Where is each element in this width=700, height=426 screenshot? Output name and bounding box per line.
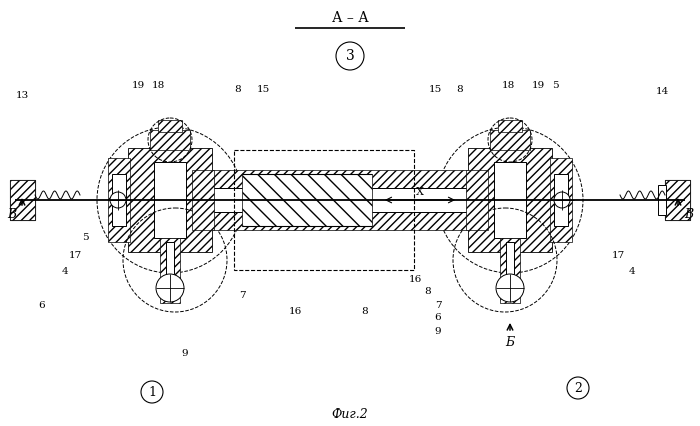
Text: 9: 9 bbox=[435, 326, 441, 336]
Text: B: B bbox=[8, 208, 17, 222]
Text: 14: 14 bbox=[655, 87, 668, 97]
Text: А – А: А – А bbox=[332, 11, 368, 25]
Bar bbox=[234, 150, 414, 270]
Bar bbox=[506, 242, 514, 299]
Text: X: X bbox=[416, 187, 424, 197]
Bar bbox=[500, 238, 520, 303]
Bar bbox=[466, 170, 488, 230]
Bar bbox=[658, 185, 666, 215]
Text: 8: 8 bbox=[425, 288, 431, 296]
Bar bbox=[112, 174, 126, 226]
Text: Фиг.2: Фиг.2 bbox=[332, 409, 368, 421]
Text: 1: 1 bbox=[148, 386, 156, 398]
Circle shape bbox=[496, 274, 524, 302]
Text: 8: 8 bbox=[456, 86, 463, 95]
Bar bbox=[166, 242, 174, 299]
Bar bbox=[242, 174, 372, 226]
Text: 3: 3 bbox=[346, 49, 354, 63]
Bar bbox=[494, 162, 526, 238]
Text: 19: 19 bbox=[132, 81, 145, 89]
Bar bbox=[554, 174, 568, 226]
Bar bbox=[128, 148, 212, 252]
Bar bbox=[212, 188, 468, 212]
Text: 8: 8 bbox=[234, 86, 241, 95]
Text: 7: 7 bbox=[435, 300, 441, 310]
Bar bbox=[192, 170, 214, 230]
Bar bbox=[550, 158, 572, 242]
Bar bbox=[154, 162, 186, 238]
Text: 4: 4 bbox=[629, 268, 636, 276]
Text: Б: Б bbox=[505, 337, 514, 349]
Text: 5: 5 bbox=[82, 233, 88, 242]
Text: 8: 8 bbox=[362, 308, 368, 317]
Bar bbox=[665, 180, 690, 220]
Circle shape bbox=[554, 192, 570, 208]
Bar bbox=[158, 120, 182, 132]
Bar bbox=[212, 212, 468, 230]
Text: B: B bbox=[685, 208, 694, 222]
Bar bbox=[10, 180, 35, 220]
Bar bbox=[150, 130, 190, 150]
Text: 7: 7 bbox=[239, 291, 245, 299]
Text: 18: 18 bbox=[151, 81, 164, 89]
Bar bbox=[212, 170, 468, 188]
Text: 17: 17 bbox=[69, 250, 82, 259]
Text: 15: 15 bbox=[428, 86, 442, 95]
Text: 19: 19 bbox=[531, 81, 545, 89]
Circle shape bbox=[110, 192, 126, 208]
Text: 16: 16 bbox=[288, 308, 302, 317]
Text: 6: 6 bbox=[435, 314, 441, 322]
Text: 17: 17 bbox=[611, 250, 624, 259]
Text: 5: 5 bbox=[552, 81, 559, 89]
Bar bbox=[468, 148, 552, 252]
Text: 6: 6 bbox=[38, 300, 46, 310]
Text: 4: 4 bbox=[62, 268, 69, 276]
Text: 9: 9 bbox=[182, 349, 188, 359]
Bar bbox=[665, 180, 690, 220]
Text: 15: 15 bbox=[256, 86, 270, 95]
Text: 2: 2 bbox=[574, 382, 582, 394]
Bar bbox=[160, 238, 180, 303]
Bar bbox=[10, 180, 35, 220]
Circle shape bbox=[156, 274, 184, 302]
Text: 13: 13 bbox=[15, 90, 29, 100]
Bar bbox=[108, 158, 130, 242]
Bar bbox=[490, 130, 530, 150]
Bar bbox=[498, 120, 522, 132]
Text: 18: 18 bbox=[501, 81, 514, 89]
Text: 16: 16 bbox=[408, 276, 421, 285]
